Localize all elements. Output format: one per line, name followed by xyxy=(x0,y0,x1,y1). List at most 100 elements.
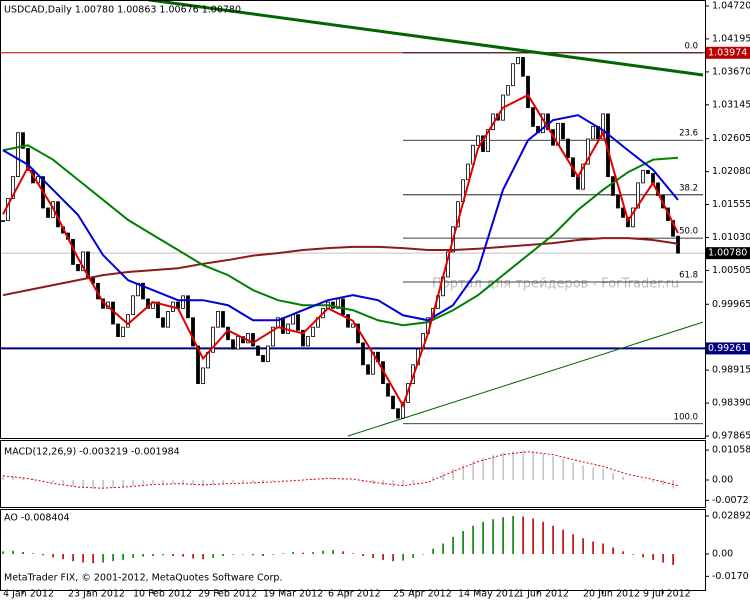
candle xyxy=(216,311,220,328)
y-tick-label: 1.03670 xyxy=(712,66,750,77)
candle xyxy=(146,298,150,309)
ao-panel xyxy=(0,509,706,591)
macd-bar xyxy=(322,478,324,480)
ao-bar xyxy=(422,554,424,555)
candle xyxy=(76,264,80,272)
y-tick-label: 0.98390 xyxy=(712,398,750,409)
ao-bar xyxy=(112,554,114,562)
ao-bar xyxy=(172,554,174,556)
macd-bar xyxy=(542,454,544,480)
candle xyxy=(306,336,310,347)
ao-bar xyxy=(632,554,634,555)
ao-bar xyxy=(462,531,464,555)
candle xyxy=(386,383,390,397)
candle xyxy=(641,169,645,184)
candle xyxy=(391,395,395,410)
candle xyxy=(581,163,585,190)
macd-bar xyxy=(242,480,244,483)
ao-bar xyxy=(452,536,454,555)
axes: 1.04720 1.04195 1.03670 1.03145 1.02605 1.020… xyxy=(3,1,750,600)
ao-bar xyxy=(602,543,604,555)
candle xyxy=(351,323,355,328)
ao-bar xyxy=(282,553,284,555)
ao-bar xyxy=(182,554,184,557)
x-tick-label: 29 Feb 2012 xyxy=(198,589,257,600)
macd-bar xyxy=(432,476,434,480)
candle xyxy=(21,132,25,149)
ao-bar xyxy=(672,554,674,566)
watermark: Портал для трейдеров - ForTrader.ru xyxy=(432,277,679,292)
ao-bar xyxy=(552,525,554,555)
ao-bar xyxy=(192,554,194,559)
macd-bar xyxy=(592,467,594,480)
candle xyxy=(646,169,650,174)
candle xyxy=(16,132,20,178)
macd-bar xyxy=(182,480,184,484)
candle xyxy=(636,182,640,209)
candle xyxy=(511,63,515,87)
ao-bar xyxy=(202,554,204,560)
ao-bar xyxy=(22,552,24,555)
candle xyxy=(506,85,510,96)
candle xyxy=(236,336,240,350)
macd-bar xyxy=(422,480,424,481)
candle xyxy=(521,57,525,77)
macd-bar xyxy=(572,462,574,480)
candle xyxy=(81,251,85,272)
y-tick-label: 1.01555 xyxy=(712,199,750,210)
candle xyxy=(271,326,275,347)
level-box xyxy=(706,247,750,260)
macd-bar xyxy=(222,480,224,484)
macd-bar xyxy=(602,468,604,480)
ao-bar xyxy=(322,550,324,555)
ao-bar xyxy=(542,521,544,555)
candle xyxy=(126,314,130,328)
candle xyxy=(201,367,205,385)
macd-bar xyxy=(82,480,84,488)
macd-bar xyxy=(132,480,134,486)
candle xyxy=(591,126,595,140)
candle xyxy=(466,163,470,181)
candle xyxy=(341,298,345,316)
candle xyxy=(621,207,625,218)
macd-bar xyxy=(452,468,454,480)
ao-bar xyxy=(122,554,124,560)
candle xyxy=(346,314,350,328)
macd-bar xyxy=(122,480,124,488)
macd-bar xyxy=(462,464,464,480)
ao-bar xyxy=(592,541,594,555)
level-box xyxy=(706,342,750,355)
candle xyxy=(281,317,285,334)
candle xyxy=(256,345,260,356)
y-tick-label: 1.01030 xyxy=(712,232,750,243)
candle xyxy=(631,207,635,228)
y-tick-label: 0.97865 xyxy=(712,431,750,442)
macd-bar xyxy=(292,479,294,480)
macd-bar xyxy=(482,457,484,480)
ao-bar xyxy=(262,554,264,556)
y-tick-label: 1.03145 xyxy=(712,99,750,110)
ao-bar xyxy=(582,538,584,555)
candle xyxy=(11,176,15,199)
ao-bar xyxy=(312,552,314,555)
ao-bar xyxy=(442,543,444,555)
ao-bar xyxy=(302,552,304,555)
candle xyxy=(361,342,365,366)
candle xyxy=(131,295,135,316)
candle xyxy=(221,311,225,328)
macd-bar xyxy=(142,480,144,485)
y-tick-label: -0.0170 xyxy=(712,571,749,582)
ao-bar xyxy=(252,554,254,556)
macd-bar xyxy=(212,480,214,486)
ao-bar xyxy=(82,554,84,563)
x-tick-label: 1 Jun 2012 xyxy=(518,589,569,600)
ao-bar xyxy=(292,552,294,555)
macd-bar xyxy=(72,480,74,487)
macd-bar xyxy=(262,480,264,484)
indicator-title: AO -0.008404 xyxy=(4,513,70,524)
level-box xyxy=(706,46,750,59)
ao-bar xyxy=(402,554,404,561)
macd-panel xyxy=(0,440,706,508)
macd-bar xyxy=(352,480,354,481)
candle xyxy=(156,301,160,319)
